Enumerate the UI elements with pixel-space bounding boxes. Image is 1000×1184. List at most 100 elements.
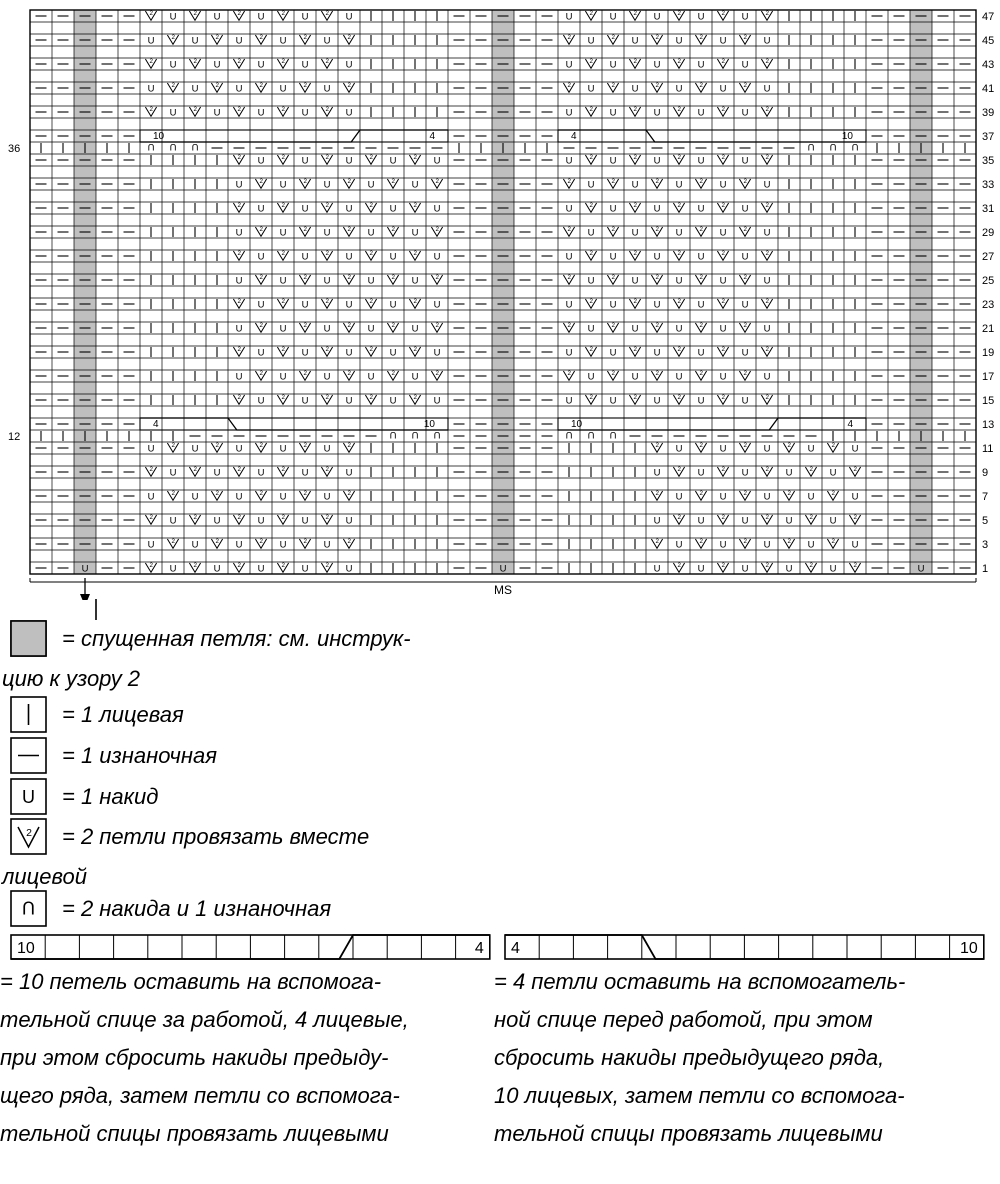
svg-text:2: 2 bbox=[677, 298, 681, 305]
svg-text:10 лицевых, затем петли со всп: 10 лицевых, затем петли со вспомога- bbox=[494, 1083, 905, 1108]
svg-text:U: U bbox=[412, 324, 419, 335]
svg-text:U: U bbox=[742, 12, 749, 23]
svg-text:4: 4 bbox=[511, 940, 520, 957]
svg-text:U: U bbox=[807, 141, 814, 152]
svg-text:2: 2 bbox=[721, 466, 725, 473]
svg-text:U: U bbox=[236, 276, 243, 287]
svg-text:U: U bbox=[764, 372, 771, 383]
svg-text:U: U bbox=[214, 516, 221, 527]
svg-text:U: U bbox=[302, 468, 309, 479]
svg-text:2: 2 bbox=[721, 346, 725, 353]
svg-text:2: 2 bbox=[633, 10, 637, 17]
svg-text:U: U bbox=[412, 372, 419, 383]
svg-text:2: 2 bbox=[347, 370, 351, 377]
svg-text:U: U bbox=[302, 60, 309, 71]
svg-text:U: U bbox=[170, 12, 177, 23]
svg-text:U: U bbox=[764, 324, 771, 335]
svg-text:U: U bbox=[918, 564, 925, 575]
svg-text:U: U bbox=[258, 516, 265, 527]
svg-text:2: 2 bbox=[567, 370, 571, 377]
svg-text:13: 13 bbox=[982, 419, 994, 431]
svg-text:U: U bbox=[720, 492, 727, 503]
svg-text:2: 2 bbox=[391, 370, 395, 377]
svg-text:U: U bbox=[742, 564, 749, 575]
svg-text:2: 2 bbox=[26, 827, 32, 839]
svg-text:2: 2 bbox=[325, 514, 329, 521]
svg-text:2: 2 bbox=[325, 562, 329, 569]
svg-text:17: 17 bbox=[982, 371, 994, 383]
svg-text:U: U bbox=[324, 540, 331, 551]
svg-text:U: U bbox=[851, 141, 858, 152]
svg-text:U: U bbox=[610, 60, 617, 71]
svg-text:тельной спицы провязать лицевы: тельной спицы провязать лицевыми bbox=[0, 1121, 389, 1146]
svg-text:15: 15 bbox=[982, 395, 994, 407]
svg-text:U: U bbox=[324, 36, 331, 47]
svg-text:2: 2 bbox=[853, 466, 857, 473]
svg-text:37: 37 bbox=[982, 131, 994, 143]
svg-text:2: 2 bbox=[193, 10, 197, 17]
svg-text:2: 2 bbox=[171, 82, 175, 89]
svg-text:2: 2 bbox=[237, 394, 241, 401]
svg-text:U: U bbox=[786, 564, 793, 575]
svg-text:U: U bbox=[302, 516, 309, 527]
svg-text:2: 2 bbox=[699, 178, 703, 185]
svg-text:4: 4 bbox=[153, 419, 159, 430]
svg-text:лицевой: лицевой bbox=[0, 864, 87, 889]
svg-text:U: U bbox=[170, 564, 177, 575]
svg-text:U: U bbox=[434, 204, 441, 215]
svg-text:U: U bbox=[324, 84, 331, 95]
svg-text:2: 2 bbox=[655, 226, 659, 233]
svg-text:U: U bbox=[258, 300, 265, 311]
svg-text:U: U bbox=[390, 252, 397, 263]
svg-text:ной спице перед работой, при э: ной спице перед работой, при этом bbox=[494, 1007, 873, 1032]
svg-text:2: 2 bbox=[281, 394, 285, 401]
svg-text:U: U bbox=[698, 108, 705, 119]
svg-text:2: 2 bbox=[435, 322, 439, 329]
svg-text:2: 2 bbox=[655, 370, 659, 377]
svg-text:U: U bbox=[368, 228, 375, 239]
svg-text:U: U bbox=[610, 300, 617, 311]
svg-text:U: U bbox=[742, 108, 749, 119]
svg-text:2: 2 bbox=[325, 298, 329, 305]
svg-text:U: U bbox=[148, 36, 155, 47]
svg-text:2: 2 bbox=[413, 298, 417, 305]
svg-text:2: 2 bbox=[743, 274, 747, 281]
svg-text:2: 2 bbox=[633, 346, 637, 353]
svg-text:U: U bbox=[192, 444, 199, 455]
svg-text:U: U bbox=[676, 84, 683, 95]
svg-text:U: U bbox=[411, 429, 418, 440]
svg-text:2: 2 bbox=[325, 250, 329, 257]
svg-text:U: U bbox=[654, 252, 661, 263]
svg-text:U: U bbox=[148, 444, 155, 455]
svg-text:2: 2 bbox=[237, 250, 241, 257]
svg-text:2: 2 bbox=[149, 514, 153, 521]
svg-text:2: 2 bbox=[259, 226, 263, 233]
svg-text:3: 3 bbox=[982, 539, 988, 551]
svg-text:U: U bbox=[588, 228, 595, 239]
svg-text:U: U bbox=[654, 564, 661, 575]
svg-text:U: U bbox=[147, 141, 154, 152]
svg-text:U: U bbox=[654, 204, 661, 215]
svg-text:2: 2 bbox=[765, 106, 769, 113]
svg-text:2: 2 bbox=[215, 538, 219, 545]
svg-text:2: 2 bbox=[303, 274, 307, 281]
svg-text:2: 2 bbox=[611, 82, 615, 89]
svg-text:U: U bbox=[566, 12, 573, 23]
svg-text:U: U bbox=[258, 564, 265, 575]
svg-text:2: 2 bbox=[281, 10, 285, 17]
svg-text:2: 2 bbox=[567, 322, 571, 329]
svg-text:U: U bbox=[346, 252, 353, 263]
svg-text:U: U bbox=[412, 180, 419, 191]
svg-text:U: U bbox=[302, 300, 309, 311]
svg-text:U: U bbox=[720, 36, 727, 47]
svg-text:U: U bbox=[676, 372, 683, 383]
svg-text:U: U bbox=[148, 492, 155, 503]
svg-text:U: U bbox=[786, 516, 793, 527]
svg-text:U: U bbox=[324, 444, 331, 455]
svg-text:2: 2 bbox=[237, 466, 241, 473]
svg-text:U: U bbox=[610, 396, 617, 407]
svg-text:U: U bbox=[676, 492, 683, 503]
svg-text:2: 2 bbox=[831, 490, 835, 497]
svg-text:2: 2 bbox=[589, 250, 593, 257]
svg-text:2: 2 bbox=[611, 322, 615, 329]
